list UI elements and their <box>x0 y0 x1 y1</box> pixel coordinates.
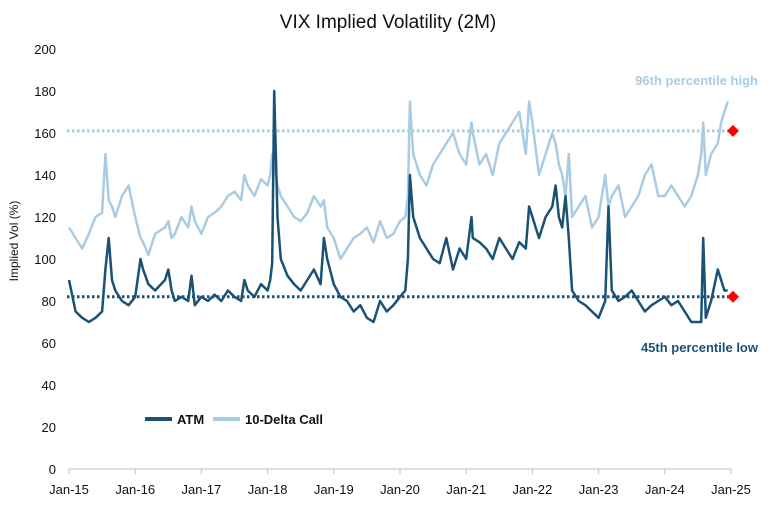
x-tick-label: Jan-18 <box>248 482 288 497</box>
x-tick-label: Jan-15 <box>49 482 89 497</box>
y-tick-label: 160 <box>34 126 56 141</box>
reference-labels: 96th percentile high 45th percentile low <box>635 73 759 355</box>
y-tick-label: 80 <box>42 294 56 309</box>
x-tick-label: Jan-21 <box>446 482 486 497</box>
x-tick-label: Jan-19 <box>314 482 354 497</box>
reference-marker <box>727 290 739 303</box>
y-tick-label: 0 <box>49 462 56 477</box>
chart-title: VIX Implied Volatility (2M) <box>280 12 496 33</box>
y-tick-label: 140 <box>34 168 56 183</box>
y-tick-label: 40 <box>42 378 56 393</box>
reference-marker <box>727 124 739 137</box>
y-tick-label: 60 <box>42 336 56 351</box>
x-tick-label: Jan-22 <box>513 482 553 497</box>
series-lines <box>67 89 729 324</box>
x-tick-label: Jan-20 <box>380 482 420 497</box>
x-tick-label: Jan-16 <box>115 482 155 497</box>
x-tick-label: Jan-25 <box>711 482 751 497</box>
x-tick-label: Jan-17 <box>182 482 222 497</box>
x-tick-label: Jan-24 <box>645 482 685 497</box>
reference-label: 45th percentile low <box>641 340 759 355</box>
y-tick-label: 180 <box>34 84 56 99</box>
reference-label: 96th percentile high <box>635 73 758 88</box>
y-axis-ticks: 0 20 40 60 80 100 120 140 160 180 200 <box>34 42 56 477</box>
legend-label: ATM <box>177 412 204 427</box>
series-line-10-delta-call <box>67 100 729 261</box>
y-tick-label: 100 <box>34 252 56 267</box>
legend: ATM 10-Delta Call <box>145 412 323 427</box>
y-tick-label: 120 <box>34 210 56 225</box>
series-line-atm <box>67 89 728 324</box>
y-tick-label: 20 <box>42 420 56 435</box>
x-tick-label: Jan-23 <box>579 482 619 497</box>
y-axis-label: Implied Vol (%) <box>7 201 21 282</box>
x-axis-ticks: Jan-15 Jan-16 Jan-17 Jan-18 Jan-19 Jan-20 Jan-… <box>49 469 751 497</box>
legend-label: 10-Delta Call <box>245 412 323 427</box>
reference-markers <box>727 124 739 303</box>
y-tick-label: 200 <box>34 42 56 57</box>
